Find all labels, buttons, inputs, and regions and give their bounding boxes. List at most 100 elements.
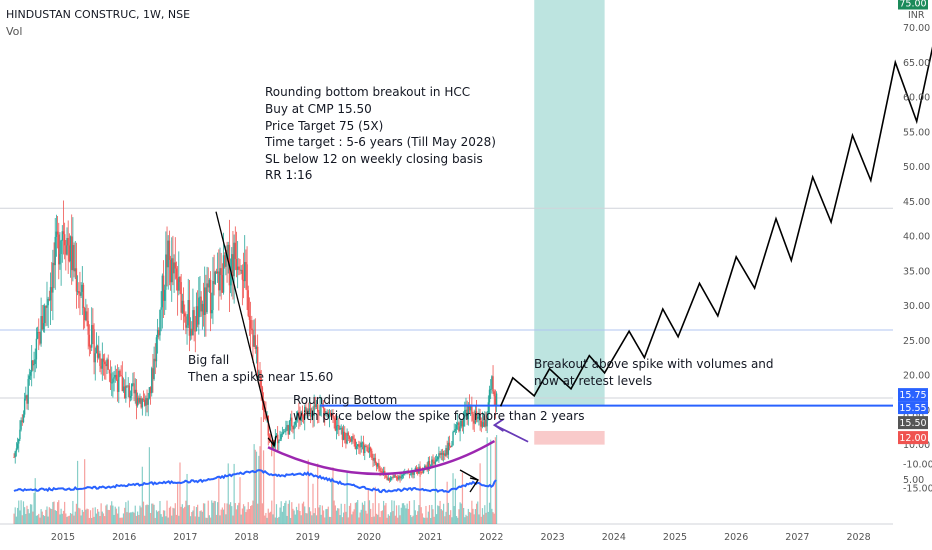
target-price-label-box bbox=[898, 0, 928, 10]
volume-bar bbox=[388, 515, 391, 524]
volume-bar bbox=[47, 516, 49, 524]
volume-bar bbox=[420, 507, 422, 524]
volume-bar bbox=[345, 511, 347, 524]
volume-bar bbox=[35, 515, 38, 524]
volume-bar bbox=[262, 450, 265, 524]
price-tick-label: 50.00 bbox=[903, 162, 930, 173]
candle-body bbox=[68, 245, 71, 262]
volume-bar bbox=[328, 516, 331, 524]
candle-body bbox=[93, 329, 95, 363]
candle-body bbox=[452, 432, 454, 446]
candle-body bbox=[267, 415, 269, 436]
volume-bar bbox=[39, 517, 41, 524]
candle-body bbox=[91, 325, 93, 348]
candle-body bbox=[438, 453, 440, 457]
candle-body bbox=[395, 476, 398, 478]
rounding-bottom-label: Rounding Bottom bbox=[293, 393, 397, 407]
volume-bar bbox=[471, 500, 473, 524]
candle-body bbox=[271, 440, 273, 450]
volume-bar bbox=[473, 514, 475, 524]
volume-bar bbox=[97, 509, 99, 524]
candle-body bbox=[299, 417, 301, 421]
candle-body bbox=[121, 376, 124, 392]
candle-body bbox=[345, 439, 347, 444]
candle-body bbox=[39, 332, 41, 344]
volume-bar bbox=[16, 507, 19, 524]
volume-bar bbox=[459, 502, 461, 524]
volume-bar bbox=[144, 515, 146, 524]
candle-body bbox=[361, 442, 364, 444]
volume-bar bbox=[461, 472, 464, 524]
candle-body bbox=[348, 435, 351, 439]
candle-body bbox=[25, 395, 27, 399]
candle-body bbox=[49, 287, 52, 301]
volume-bar bbox=[180, 506, 182, 524]
candle-body bbox=[96, 345, 99, 358]
volume-bar bbox=[364, 501, 366, 524]
volume-bar bbox=[27, 509, 29, 524]
volume-bar bbox=[87, 509, 89, 524]
volume-bar bbox=[272, 514, 274, 524]
big-fall-arrowhead bbox=[267, 435, 277, 448]
volume-bar bbox=[219, 515, 221, 524]
candle-body bbox=[334, 418, 337, 431]
volume-bar bbox=[427, 511, 429, 524]
volume-bar bbox=[382, 500, 385, 524]
candle-body bbox=[398, 476, 400, 480]
volume-bar bbox=[59, 514, 61, 524]
candle-body bbox=[247, 290, 249, 316]
candle-body bbox=[146, 398, 148, 405]
volume-bar bbox=[474, 509, 476, 524]
volume-bar bbox=[192, 510, 194, 524]
candle-body bbox=[312, 413, 314, 416]
volume-bar bbox=[258, 455, 260, 524]
volume-bar bbox=[412, 515, 414, 524]
volume-bar bbox=[424, 517, 426, 524]
candle-body bbox=[295, 418, 298, 422]
candle-body bbox=[360, 442, 362, 448]
volume-bar bbox=[478, 514, 480, 524]
volume-bar bbox=[466, 516, 468, 524]
volume-bar bbox=[202, 503, 205, 524]
rounding-bottom-detail: with price below the spike for more than… bbox=[293, 409, 584, 423]
volume-bar bbox=[264, 515, 266, 524]
volume-bar bbox=[15, 516, 17, 524]
volume-bar bbox=[104, 516, 106, 524]
volume-bar bbox=[218, 477, 220, 524]
candle-body bbox=[161, 275, 164, 308]
candle-body bbox=[53, 262, 55, 266]
volume-bar bbox=[217, 502, 219, 524]
candle-body bbox=[167, 240, 169, 268]
candle-body bbox=[346, 432, 348, 444]
volume-bar bbox=[319, 504, 321, 524]
candle-body bbox=[165, 254, 167, 290]
volume-bar bbox=[220, 509, 222, 524]
candle-body bbox=[192, 310, 194, 336]
volume-bar bbox=[175, 514, 178, 524]
time-tick-label: 2026 bbox=[724, 532, 748, 543]
volume-bar bbox=[445, 511, 447, 524]
candle-body bbox=[171, 258, 173, 283]
price-tick-label: 20.00 bbox=[903, 371, 930, 382]
candle-body bbox=[248, 315, 251, 320]
candle-body bbox=[322, 405, 325, 409]
volume-bar bbox=[475, 503, 478, 524]
volume-bar bbox=[239, 477, 241, 524]
candle-body bbox=[186, 325, 188, 328]
candle-body bbox=[200, 296, 202, 312]
volume-bar bbox=[438, 506, 440, 524]
volume-bar bbox=[370, 508, 372, 524]
volume-bar bbox=[126, 512, 128, 524]
volume-bar bbox=[321, 505, 323, 524]
candle-body bbox=[282, 431, 285, 434]
price-tick-label: 10.00 bbox=[903, 440, 930, 451]
volume-bar bbox=[426, 517, 428, 524]
candle-body bbox=[446, 448, 448, 455]
candle-body bbox=[372, 457, 374, 461]
volume-bar bbox=[432, 509, 434, 524]
candle-body bbox=[235, 259, 238, 270]
candle-body bbox=[14, 451, 16, 458]
volume-bar bbox=[472, 508, 474, 524]
volume-bar bbox=[339, 515, 341, 524]
